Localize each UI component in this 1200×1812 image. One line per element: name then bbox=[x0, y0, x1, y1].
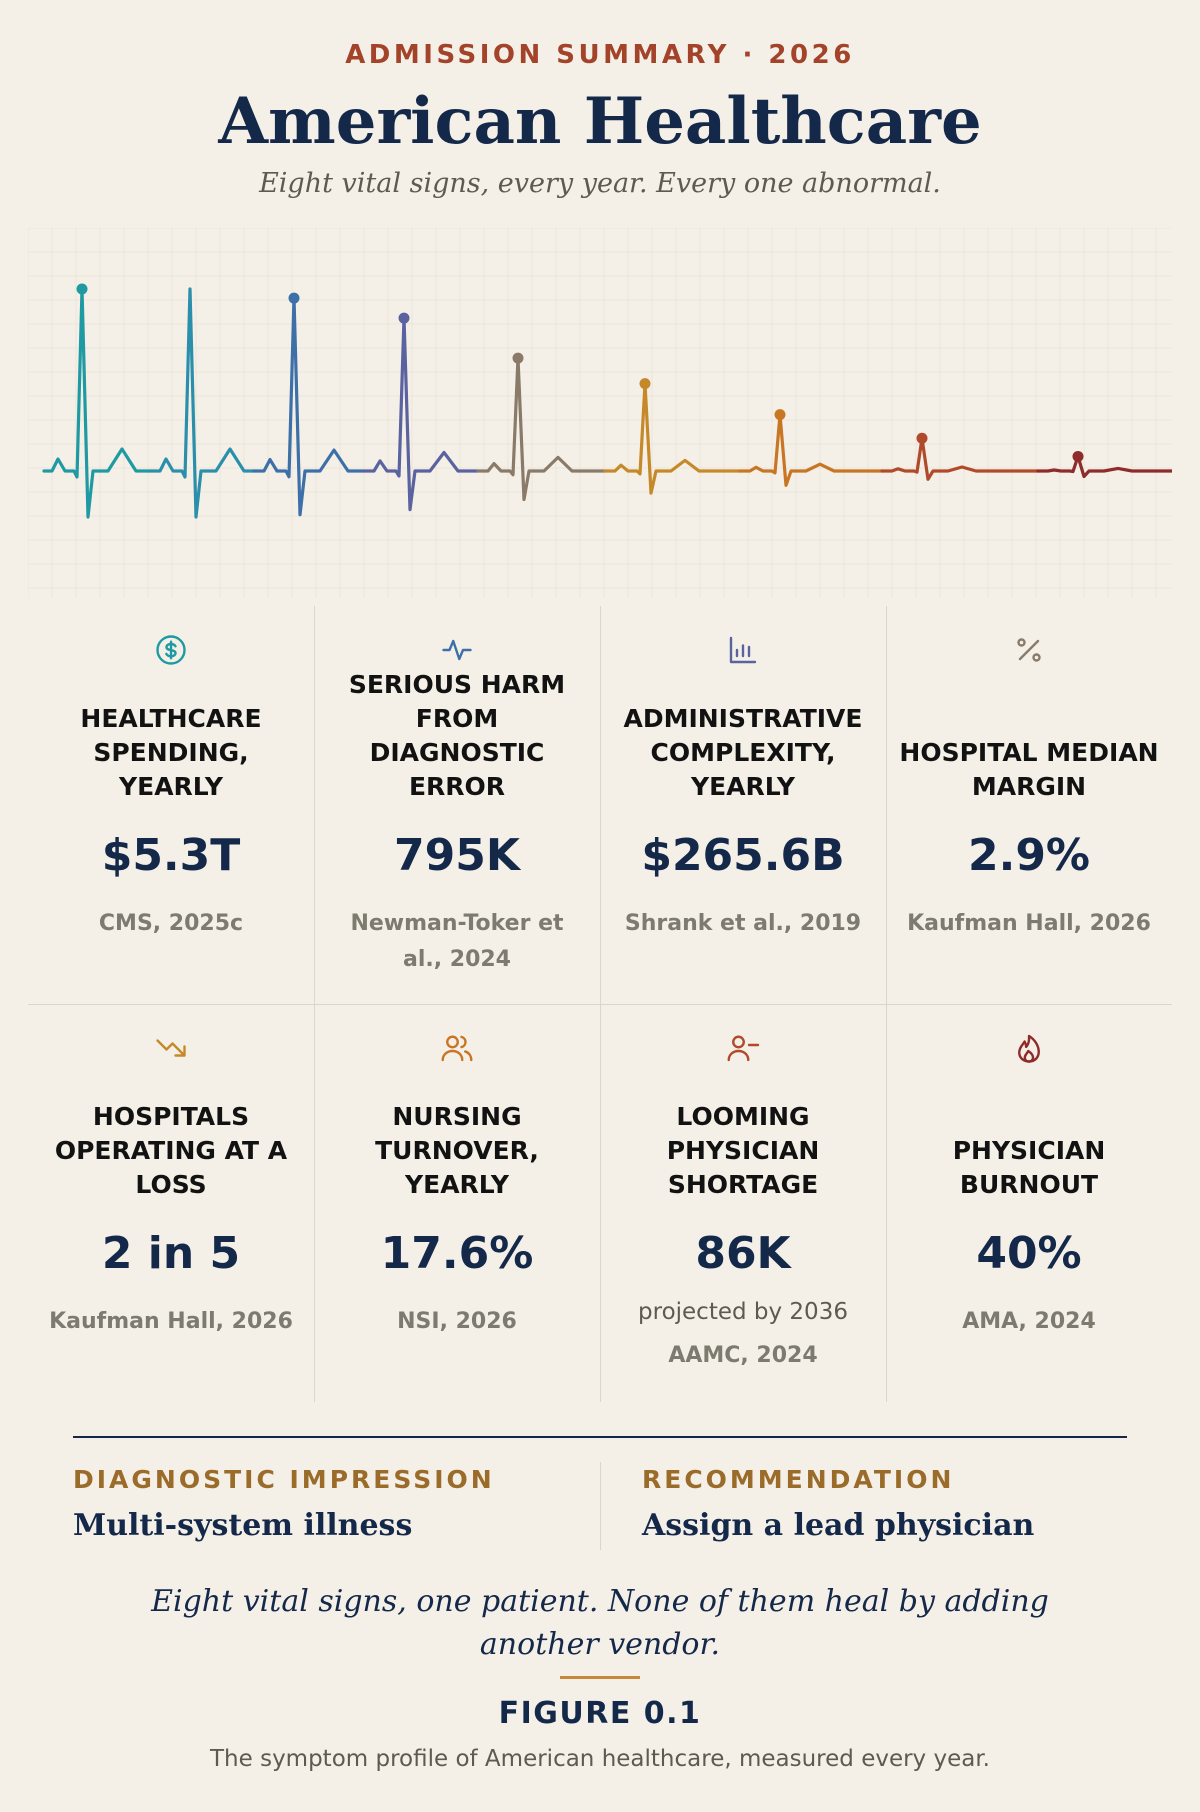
ekg-beat bbox=[476, 356, 607, 502]
percent-icon bbox=[886, 632, 1172, 672]
metric-card: Healthcare spending, yearly $5.3T CMS, 202… bbox=[28, 606, 314, 1004]
metric-source: Kaufman Hall, 2026 bbox=[907, 911, 1151, 936]
metric-grid: Healthcare spending, yearly $5.3T CMS, 202… bbox=[28, 606, 1172, 1402]
eyebrow: ADMISSION SUMMARY · 2026 bbox=[345, 40, 855, 70]
metric-card: Administrative complexity, yearly $265.6B… bbox=[600, 606, 886, 1004]
ekg-beat bbox=[603, 382, 742, 495]
metric-source: NSI, 2026 bbox=[397, 1309, 517, 1334]
user-minus-icon bbox=[600, 1030, 886, 1070]
ekg-peak-dot bbox=[76, 283, 88, 295]
metric-source: CMS, 2025c bbox=[98, 911, 244, 936]
metric-card: Nursing turnover, yearly 17.6% NSI, 2026 bbox=[314, 1004, 600, 1402]
metric-source: Shrank et al., 2019 bbox=[624, 911, 862, 936]
ekg-peak-dot bbox=[639, 378, 651, 390]
metric-label: Hospitals operating at a loss bbox=[54, 1102, 288, 1199]
figure-caption: The symptom profile of American healthca… bbox=[210, 1746, 990, 1772]
ekg-peak-dot bbox=[512, 352, 524, 364]
metric-label: Administrative complexity, yearly bbox=[623, 704, 863, 801]
grid-divider bbox=[28, 1004, 1172, 1005]
metric-value: $265.6B bbox=[641, 830, 845, 881]
metric-value: 86K bbox=[695, 1228, 791, 1279]
ekg-trace bbox=[28, 228, 1172, 598]
page-title: American Healthcare bbox=[218, 84, 982, 159]
recommendation-heading: RECOMMENDATION bbox=[642, 1465, 955, 1494]
metric-label: Hospital median margin bbox=[899, 738, 1159, 801]
page-subtitle: Eight vital signs, every year. Every one… bbox=[259, 168, 941, 199]
ekg-beat bbox=[1036, 454, 1172, 479]
ekg-beat bbox=[42, 287, 152, 519]
metric-source: Newman-Toker et al., 2024 bbox=[350, 911, 564, 972]
metric-source: Kaufman Hall, 2026 bbox=[49, 1309, 293, 1334]
metric-label: Nursing turnover, yearly bbox=[375, 1102, 539, 1199]
metric-value: $5.3T bbox=[101, 830, 241, 881]
metric-label: Healthcare spending, yearly bbox=[80, 704, 262, 801]
diagnostic-text: Multi-system illness bbox=[73, 1508, 413, 1543]
recommendation: RECOMMENDATION Assign a lead physician bbox=[642, 1465, 1034, 1543]
ekg-beat bbox=[252, 296, 366, 517]
impression-divider bbox=[600, 1462, 601, 1550]
recommendation-text: Assign a lead physician bbox=[642, 1508, 1035, 1543]
metric-card: Hospital median margin 2.9% Kaufman Hall, … bbox=[886, 606, 1172, 1004]
metric-value: 2 in 5 bbox=[101, 1228, 241, 1279]
closing-quote: Eight vital signs, one patient. None of … bbox=[151, 1584, 1049, 1662]
metric-note: projected by 2036 bbox=[638, 1299, 848, 1325]
metric-source: AAMC, 2024 bbox=[668, 1343, 818, 1368]
flame-icon bbox=[886, 1030, 1172, 1070]
metric-card: Serious harm from diagnostic error 795K Ne… bbox=[314, 606, 600, 1004]
ekg-beat bbox=[148, 287, 256, 519]
dollar-circle-icon bbox=[28, 632, 314, 672]
ekg-beat bbox=[362, 316, 480, 512]
metric-value: 795K bbox=[394, 830, 520, 881]
ekg-lines bbox=[42, 283, 1172, 519]
ekg-grid bbox=[28, 228, 1172, 598]
metric-label: Looming physician shortage bbox=[666, 1102, 820, 1199]
ekg-peak-dot bbox=[398, 312, 410, 324]
metric-card: Looming physician shortage 86K projected b… bbox=[600, 1004, 886, 1402]
metric-source: AMA, 2024 bbox=[962, 1309, 1096, 1334]
pulse-icon bbox=[314, 632, 600, 672]
ekg-beat bbox=[738, 413, 884, 487]
users-icon bbox=[314, 1030, 600, 1070]
ekg-peak-dot bbox=[774, 409, 786, 421]
trend-down-icon bbox=[28, 1030, 314, 1070]
metric-card: Hospitals operating at a loss 2 in 5 Kaufm… bbox=[28, 1004, 314, 1402]
diagnostic-impression: DIAGNOSTIC IMPRESSION Multi-system illne… bbox=[73, 1465, 495, 1543]
section-rule bbox=[73, 1436, 1127, 1438]
metric-card: Physician burnout 40% AMA, 2024 bbox=[886, 1004, 1172, 1402]
metric-label: Serious harm from diagnostic error bbox=[348, 670, 566, 801]
metric-value: 2.9% bbox=[967, 830, 1091, 881]
figure-label: FIGURE 0.1 bbox=[498, 1696, 702, 1731]
diagnostic-heading: DIAGNOSTIC IMPRESSION bbox=[73, 1465, 495, 1494]
bar-chart-icon bbox=[600, 632, 886, 672]
accent-rule bbox=[560, 1676, 640, 1679]
ekg-peak-dot bbox=[1072, 450, 1084, 462]
ekg-peak-dot bbox=[916, 432, 928, 444]
ekg-peak-dot bbox=[288, 292, 300, 304]
metric-value: 17.6% bbox=[380, 1228, 534, 1279]
metric-value: 40% bbox=[976, 1228, 1082, 1279]
metric-label: Physician burnout bbox=[952, 1136, 1106, 1199]
